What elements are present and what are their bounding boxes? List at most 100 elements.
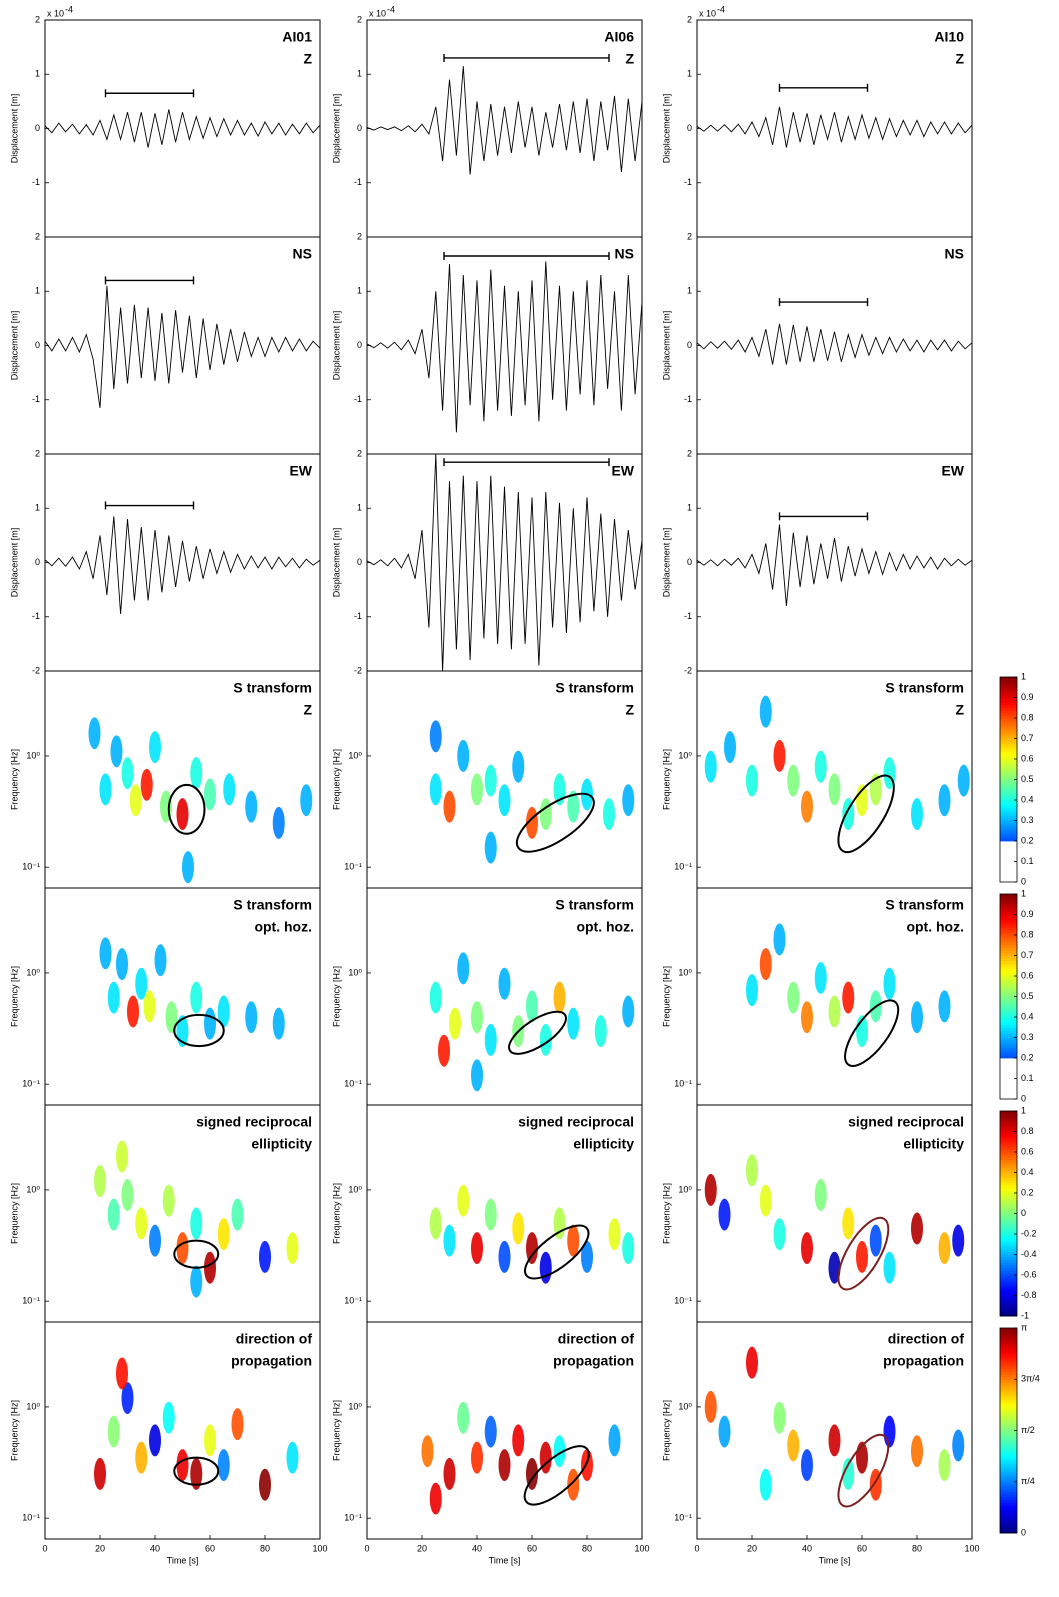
colorbar-segment — [1000, 1134, 1017, 1138]
colorbar-segment — [1000, 823, 1017, 827]
waveform — [696, 106, 973, 148]
panel-label: Z — [625, 702, 634, 718]
colorbar-segment — [1000, 1456, 1017, 1460]
colorbar-segment — [1000, 802, 1017, 806]
y-axis-label: Displacement [m] — [331, 94, 341, 164]
y-tick-label: 10⁰ — [678, 1401, 692, 1411]
colorbar-segment — [1000, 1205, 1017, 1209]
colorbar-segment — [1000, 1228, 1017, 1232]
colorbar-segment — [1000, 1195, 1017, 1199]
heatmap-blob — [135, 1207, 148, 1240]
colorbar-segment — [1000, 1203, 1017, 1207]
colorbar-tick-label: 0.4 — [1021, 794, 1034, 804]
heatmap-blob — [828, 1251, 841, 1284]
y-tick-label: 0 — [687, 340, 692, 350]
heatmap-blob — [724, 731, 736, 764]
panel-label: direction of — [888, 1331, 965, 1347]
y-tick-label: -1 — [354, 177, 362, 187]
heatmap-blob — [204, 778, 216, 811]
colorbar-segment — [1000, 1517, 1017, 1521]
y-tick-label: -2 — [684, 665, 692, 675]
x-tick-label: 60 — [857, 1543, 867, 1553]
x-tick-label: 100 — [964, 1543, 979, 1553]
colorbar-segment — [1000, 1369, 1017, 1372]
colorbar-segment — [1000, 1226, 1017, 1230]
x-tick-label: 80 — [912, 1543, 922, 1553]
heatmap-blob — [149, 731, 161, 764]
colorbar-tick-label: 3π/4 — [1021, 1374, 1040, 1384]
colorbar-segment — [1000, 1448, 1017, 1452]
colorbar-tick-label: -0.2 — [1021, 1228, 1037, 1238]
heatmap-blob — [938, 1232, 951, 1265]
y-axis-label: Frequency [Hz] — [9, 1183, 19, 1244]
panel-label: signed reciprocal — [848, 1114, 964, 1130]
colorbar-segment — [1000, 1328, 1017, 1331]
colorbar-segment — [1000, 1075, 1017, 1079]
x-tick-label: 0 — [694, 1543, 699, 1553]
colorbar-segment — [1000, 864, 1017, 868]
colorbar-segment — [1000, 707, 1017, 711]
colorbar-segment — [1000, 1389, 1017, 1393]
colorbar-segment — [1000, 1356, 1017, 1360]
y-tick-label: -1 — [354, 611, 362, 621]
heatmap-blob — [116, 948, 128, 981]
panel-label: NS — [293, 246, 312, 262]
colorbar-segment — [1000, 1440, 1017, 1444]
colorbar-segment — [1000, 728, 1017, 732]
y-tick-label: -1 — [32, 611, 40, 621]
heatmap-blob — [129, 784, 142, 817]
colorbar-segment — [1000, 1525, 1017, 1529]
y-tick-label: 10⁰ — [26, 967, 40, 977]
colorbar-segment — [1000, 748, 1017, 752]
colorbar-segment — [1000, 684, 1017, 688]
colorbar-segment — [1000, 1223, 1017, 1227]
colorbar-segment — [1000, 1420, 1017, 1424]
colorbar-tick-label: -1 — [1021, 1310, 1029, 1320]
heatmap-blob — [217, 995, 230, 1028]
colorbar-segment — [1000, 751, 1017, 755]
colorbar-segment — [1000, 1154, 1017, 1158]
heatmap-blob — [190, 757, 203, 790]
colorbar-segment — [1000, 904, 1017, 908]
colorbar-segment — [1000, 922, 1017, 926]
heatmap-blob — [443, 1457, 456, 1490]
heatmap-blob — [938, 1449, 951, 1482]
heatmap-blob — [429, 720, 442, 753]
x-tick-label: 20 — [747, 1543, 757, 1553]
colorbar-segment — [1000, 958, 1017, 962]
highlight-ellipse — [837, 774, 895, 854]
colorbar-segment — [1000, 1340, 1017, 1344]
colorbar-tick-label: 0 — [1021, 1093, 1026, 1103]
colorbar-segment — [1000, 919, 1017, 923]
colorbar-segment — [1000, 1083, 1017, 1087]
time-window — [778, 83, 869, 92]
heatmap-blob — [622, 995, 635, 1028]
panel-label: AI01 — [282, 29, 312, 45]
heatmap-blob — [457, 952, 470, 985]
y-tick-label: -2 — [354, 665, 362, 675]
colorbar-segment — [1000, 771, 1017, 775]
colorbar-segment — [1000, 1180, 1017, 1184]
colorbar-segment — [1000, 1433, 1017, 1437]
colorbar-segment — [1000, 723, 1017, 727]
colorbar-tick-label: 0.4 — [1021, 1167, 1034, 1177]
panel-label: S transform — [555, 680, 634, 696]
panel-frame — [366, 670, 643, 889]
colorbar-segment — [1000, 1081, 1017, 1085]
colorbar-segment — [1000, 735, 1017, 739]
colorbar-segment — [1000, 874, 1017, 878]
panel-label: Z — [955, 51, 964, 67]
colorbar-segment — [1000, 970, 1017, 974]
colorbar-segment — [1000, 1476, 1017, 1480]
colorbar-segment — [1000, 1443, 1017, 1447]
panel-frame — [366, 236, 643, 455]
heatmap-blob — [107, 981, 120, 1014]
heatmap-blob — [704, 750, 717, 783]
colorbar-segment — [1000, 935, 1017, 938]
colorbar-segment — [1000, 702, 1017, 706]
heatmap-blob — [512, 1212, 525, 1245]
panel-frame — [44, 236, 321, 455]
colorbar-segment — [1000, 1086, 1017, 1090]
heatmap-blob — [231, 1408, 244, 1441]
